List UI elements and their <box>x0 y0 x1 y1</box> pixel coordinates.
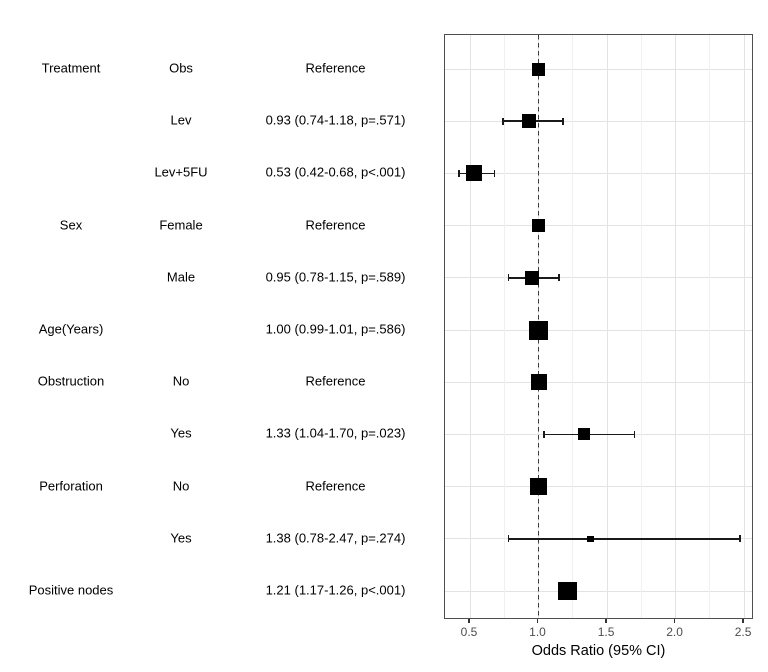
ci-whisker-cap <box>633 430 636 438</box>
or-square <box>532 219 546 233</box>
or-square <box>521 114 536 129</box>
row-estimate-label: 0.53 (0.42-0.68, p<.001) <box>265 164 406 180</box>
or-square <box>524 270 539 285</box>
ci-whisker-cap <box>562 117 564 125</box>
x-tick-label: 2.5 <box>734 625 752 639</box>
row-estimate-label: 1.00 (0.99-1.01, p=.586) <box>265 321 406 337</box>
x-tick-mark <box>468 619 470 623</box>
plot-panel <box>444 34 753 619</box>
gridline-vertical-major <box>743 35 745 618</box>
ci-whisker-cap <box>493 169 496 177</box>
row-estimate-label: Reference <box>305 373 366 389</box>
or-square <box>558 581 577 601</box>
gridline-vertical-minor <box>709 35 711 618</box>
gridline-horizontal <box>445 590 752 592</box>
row-estimate-label: Reference <box>305 217 366 233</box>
gridline-horizontal <box>445 68 752 70</box>
row-estimate-label: Reference <box>305 60 366 76</box>
row-level-label: Yes <box>170 530 192 546</box>
row-level-label: Lev+5FU <box>154 164 208 180</box>
gridline-horizontal <box>445 120 752 122</box>
row-estimate-label: 1.21 (1.17-1.26, p<.001) <box>265 582 406 598</box>
or-square <box>530 478 548 496</box>
row-level-label: No <box>172 478 190 494</box>
ci-whisker-cap <box>558 274 560 282</box>
gridline-horizontal <box>445 486 752 488</box>
x-tick-mark <box>673 619 676 623</box>
x-axis-title: Odds Ratio (95% CI) <box>531 643 666 659</box>
or-square <box>530 374 547 391</box>
gridline-vertical-minor <box>572 35 574 618</box>
x-tick-mark <box>742 619 744 623</box>
row-group-label: Treatment <box>41 60 101 76</box>
x-tick-label: 0.5 <box>460 625 478 639</box>
row-level-label: Male <box>166 269 196 285</box>
gridline-horizontal <box>445 225 752 227</box>
row-estimate-label: 0.93 (0.74-1.18, p=.571) <box>265 112 406 128</box>
or-square <box>532 62 546 76</box>
row-level-label: Lev <box>170 112 192 128</box>
x-tick-label: 1.5 <box>597 625 615 639</box>
row-group-label: Age(Years) <box>38 321 104 337</box>
row-group-label: Sex <box>59 217 83 233</box>
gridline-vertical-minor <box>640 35 642 618</box>
gridline-vertical-major <box>606 35 608 618</box>
gridline-horizontal <box>445 172 752 174</box>
row-level-label: Obs <box>169 60 193 76</box>
or-square <box>587 535 594 543</box>
row-group-label: Perforation <box>39 478 103 494</box>
x-tick-mark <box>605 619 607 623</box>
gridline-vertical-major <box>469 35 471 618</box>
row-estimate-label: Reference <box>305 478 366 494</box>
gridline-horizontal <box>445 277 752 279</box>
row-level-label: Female <box>159 217 203 233</box>
row-estimate-label: 0.95 (0.78-1.15, p=.589) <box>265 269 406 285</box>
or-square <box>577 428 590 441</box>
x-tick-mark <box>536 619 539 623</box>
or-square <box>529 320 549 340</box>
gridline-horizontal <box>445 329 752 331</box>
row-level-label: No <box>172 373 190 389</box>
ci-whisker-cap <box>458 169 460 177</box>
ci-whisker-cap <box>739 535 741 543</box>
row-level-label: Yes <box>170 425 192 441</box>
ci-whisker-cap <box>502 117 504 125</box>
ci-whisker-cap <box>543 430 545 438</box>
or-square <box>466 165 483 182</box>
row-estimate-label: 1.33 (1.04-1.70, p=.023) <box>265 425 406 441</box>
gridline-vertical-major <box>675 35 677 618</box>
ci-whisker-cap <box>507 274 510 282</box>
row-estimate-label: 1.38 (0.78-2.47, p=.274) <box>265 530 406 546</box>
x-tick-label: 1.0 <box>529 625 546 639</box>
x-tick-label: 2.0 <box>666 625 683 639</box>
gridline-vertical-minor <box>503 35 505 618</box>
gridline-horizontal <box>445 381 752 383</box>
ci-whisker <box>508 537 740 540</box>
row-group-label: Positive nodes <box>28 582 114 598</box>
row-group-label: Obstruction <box>37 373 105 389</box>
ci-whisker-cap <box>507 535 510 543</box>
